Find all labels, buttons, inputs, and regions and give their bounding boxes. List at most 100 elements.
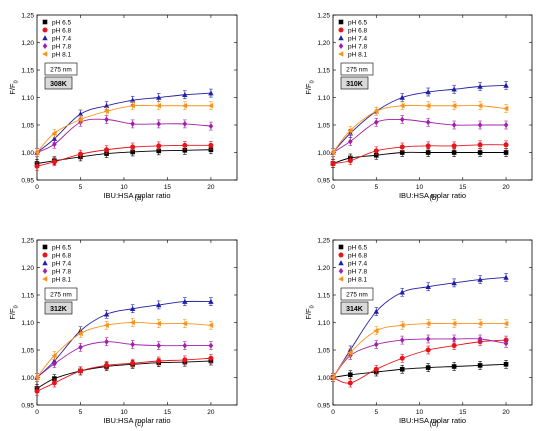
y-axis-title: F/F0: [8, 80, 20, 94]
legend-label: pH 6.8: [348, 252, 368, 259]
legend-label: pH 7.8: [348, 268, 368, 275]
data-point: [503, 340, 509, 347]
legend-label: pH 7.4: [348, 35, 368, 42]
legend-label: pH 8.1: [52, 276, 72, 283]
data-point: [330, 374, 336, 381]
legend-label: pH 6.5: [52, 244, 72, 251]
data-point: [104, 147, 110, 153]
chart-panel-2: 0 5 10 15 20 0,95 1,00 1,05 1,10 1,15 1,20 1,25 IBU:…: [304, 12, 533, 202]
wavelength-box: [44, 287, 78, 301]
data-point: [155, 103, 162, 109]
legend-marker: [338, 252, 344, 258]
data-point: [34, 163, 40, 169]
data-point: [399, 94, 405, 100]
panel-label: (a): [134, 193, 144, 202]
data-point: [51, 159, 57, 165]
data-point: [347, 380, 353, 386]
data-point: [425, 336, 431, 342]
y-axis-title: F/F0: [304, 305, 316, 319]
data-point: [156, 342, 162, 349]
x-axis-title: IBU:HSA molar ratio: [103, 191, 170, 200]
data-point: [182, 148, 188, 153]
data-point: [503, 362, 509, 367]
legend-marker: [338, 268, 344, 274]
y-tick-label: 1,00: [21, 150, 34, 157]
data-point: [425, 283, 431, 290]
wavelength-label: 275 nm: [50, 67, 72, 74]
wavelength-box: [340, 62, 374, 76]
data-point: [208, 298, 214, 304]
x-tick-label: 10: [416, 409, 424, 416]
data-point: [503, 320, 509, 327]
x-axis-title: IBU:HSA molar ratio: [103, 416, 170, 425]
temperature-box: [340, 76, 369, 90]
data-point: [451, 336, 457, 342]
data-point: [130, 341, 135, 348]
series-pH-6-5: [34, 356, 214, 393]
legend-marker: [42, 51, 48, 57]
wavelength-label: 275 nm: [346, 292, 368, 299]
y-axis-title: F/F0: [8, 305, 20, 319]
x-axis-title: IBU:HSA molar ratio: [399, 191, 466, 200]
chart-panel-4: 0 5 10 15 20 0,95 1,00 1,05 1,10 1,15 1,20 1,25 IBU:…: [304, 237, 533, 428]
data-point: [330, 161, 336, 166]
series-pH-6-5: [330, 359, 509, 382]
y-tick-label: 0,95: [317, 177, 330, 184]
data-point: [399, 355, 405, 361]
data-point: [182, 298, 188, 304]
series-pH-6-5: [34, 145, 214, 168]
data-point: [130, 360, 136, 366]
data-point: [103, 108, 109, 114]
data-point: [208, 123, 214, 130]
data-point: [208, 90, 214, 96]
data-point: [208, 147, 214, 153]
data-point: [399, 150, 405, 155]
x-tick-label: 15: [164, 184, 172, 191]
data-point: [399, 103, 405, 109]
data-point: [77, 151, 83, 157]
y-tick-label: 1,10: [21, 95, 34, 102]
y-tick-label: 0,95: [21, 402, 34, 409]
temperature-box: [340, 301, 369, 315]
data-point: [347, 350, 353, 356]
chart-panel-1: 0 5 10 15 20 0,95 1,00 1,05 1,10 1,15 1,20 1,25 IBU:…: [8, 12, 238, 202]
data-point: [477, 83, 483, 89]
data-point: [34, 374, 40, 381]
data-point: [208, 103, 214, 109]
x-tick-label: 0: [331, 184, 335, 191]
y-tick-label: 1,15: [21, 67, 34, 74]
data-point: [399, 322, 405, 328]
x-tick-label: 5: [79, 409, 83, 416]
data-point: [451, 280, 457, 286]
data-point: [503, 82, 509, 88]
y-tick-label: 0,95: [21, 177, 34, 184]
data-point: [503, 142, 509, 148]
data-point: [208, 355, 214, 361]
data-point: [156, 302, 162, 308]
legend-marker: [338, 244, 344, 250]
legend-marker: [42, 19, 48, 25]
data-point: [52, 360, 57, 367]
x-tick-label: 5: [79, 184, 83, 191]
legend-label: pH 7.8: [52, 268, 72, 275]
data-point: [182, 342, 188, 349]
data-point: [156, 143, 162, 149]
series-pH-6-8: [34, 141, 214, 171]
fit-curve: [36, 92, 211, 153]
data-point: [130, 120, 135, 127]
data-point: [477, 276, 483, 282]
data-point: [503, 105, 509, 112]
legend-label: pH 7.8: [348, 43, 368, 50]
data-point: [477, 103, 483, 109]
data-point: [425, 143, 431, 149]
data-point: [425, 103, 431, 109]
data-point: [373, 119, 379, 126]
data-point: [330, 149, 336, 156]
temperature-box: [44, 301, 73, 315]
data-point: [51, 352, 57, 359]
data-point: [425, 150, 431, 155]
data-point: [373, 366, 379, 372]
y-tick-label: 1,00: [317, 375, 330, 382]
x-tick-label: 0: [35, 184, 39, 191]
